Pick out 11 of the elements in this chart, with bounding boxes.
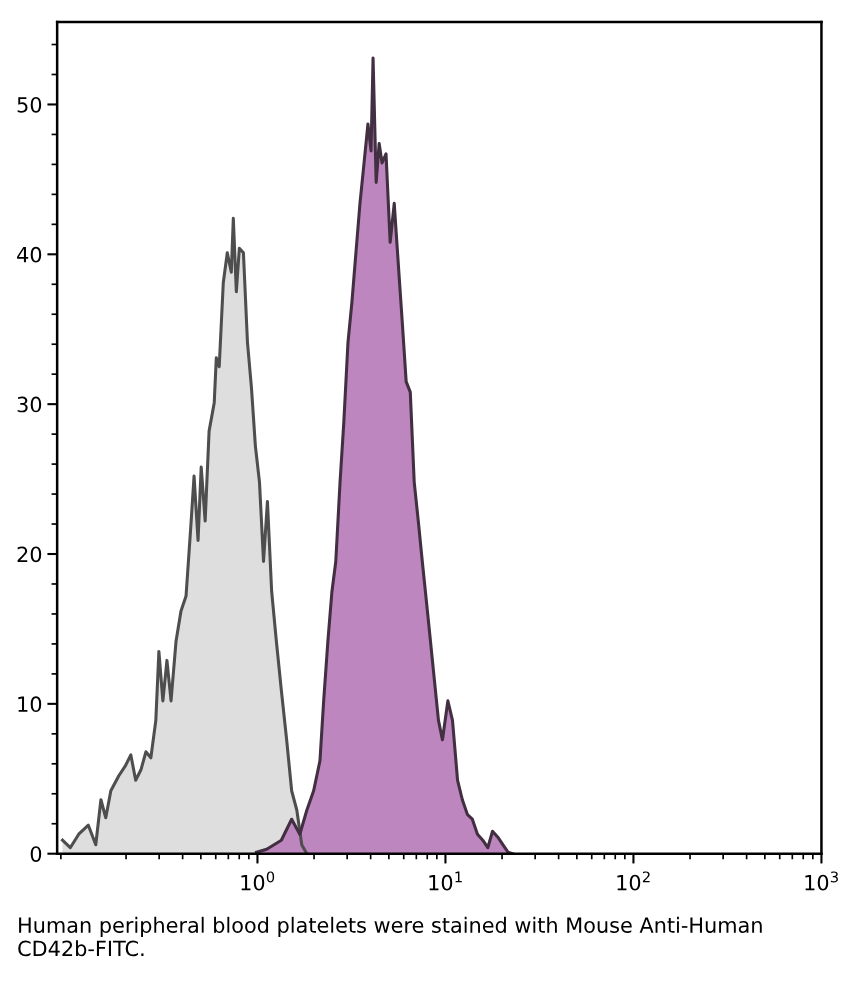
- y-tick-label: 20: [17, 546, 42, 563]
- x-tick-label: 10$^{2}$: [617, 871, 650, 891]
- y-tick-label: 30: [17, 396, 42, 413]
- y-tick-label: 10: [18, 696, 42, 713]
- x-tick-label: 10$^{1}$: [429, 871, 462, 891]
- text: Human peripheral blood platelets were stained with Mouse Anti-Human CD42b-FITC.: [18, 916, 762, 957]
- y-tick-label: 40: [17, 246, 42, 263]
- x-tick-label: 10$^{3}$: [805, 871, 838, 891]
- y-tick-label: 0: [30, 846, 42, 862]
- y-tick-label: 50: [17, 96, 42, 113]
- x-tick-label: 10$^{0}$: [241, 871, 275, 891]
